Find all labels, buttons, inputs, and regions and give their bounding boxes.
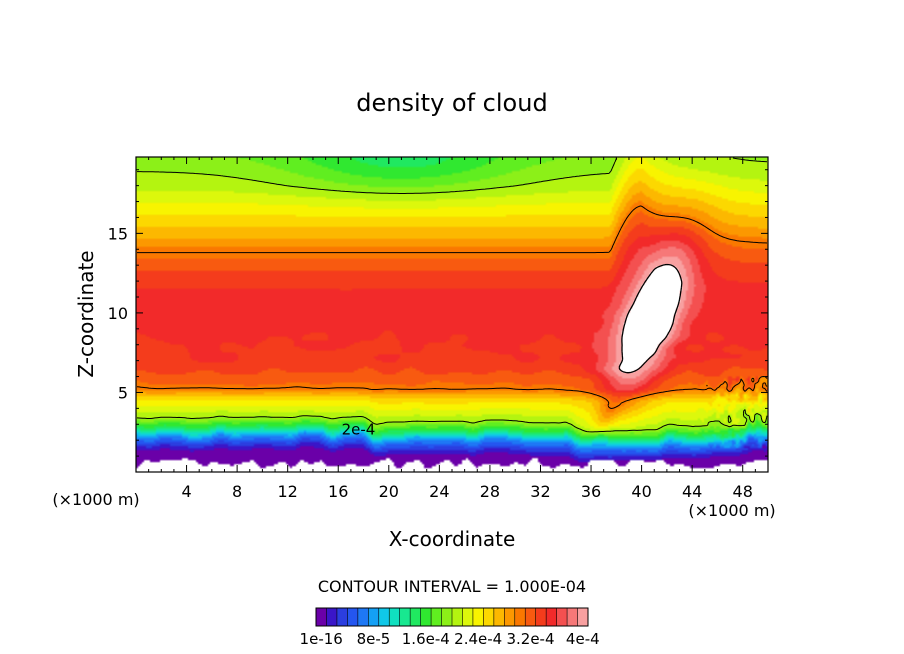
colorbar-swatch [410, 608, 422, 626]
colorbar-swatch [567, 608, 578, 626]
colorbar-swatch [493, 608, 505, 626]
x-tick-label: 4 [181, 482, 191, 501]
x-tick-label: 40 [631, 482, 651, 501]
colorbar-swatch [441, 608, 453, 626]
colorbar-swatch [357, 608, 369, 626]
x-tick-label: 28 [480, 482, 500, 501]
x-axis-ticks: 4 8 12 16 20 24 28 32 36 40 44 48 [148, 157, 756, 501]
colorbar-swatch [546, 608, 558, 626]
colorbar-swatch [483, 608, 495, 626]
colorbar-label: 3.2e-4 [506, 630, 554, 648]
colorbar-swatch [577, 608, 589, 626]
x-tick-label: 24 [429, 482, 449, 501]
colorbar-swatch [556, 608, 568, 626]
x-tick-label: 12 [278, 482, 298, 501]
colorbar-swatch [431, 608, 442, 626]
x-unit-label-left: (×1000 m) [52, 490, 139, 509]
y-tick-label: 10 [108, 304, 128, 323]
x-tick-label: 44 [682, 482, 702, 501]
colorbar-swatch [514, 608, 526, 626]
colorbar-swatch [420, 608, 432, 626]
colorbar [315, 607, 589, 627]
x-unit-label-right: (×1000 m) [688, 501, 775, 520]
contour-label: 2e-4 [342, 421, 376, 439]
x-tick-label: 8 [232, 482, 242, 501]
colorbar-label: 4e-4 [566, 630, 600, 648]
contour-labels: 2e-4 [342, 421, 376, 439]
colorbar-swatch [504, 608, 516, 626]
colorbar-swatch [347, 608, 359, 626]
contour-line [136, 205, 768, 409]
colorbar-swatch [368, 608, 380, 626]
y-tick-label: 5 [118, 383, 128, 402]
colorbar-swatch [525, 608, 537, 626]
colorbar-swatch [452, 608, 463, 626]
x-tick-label: 36 [581, 482, 601, 501]
colorbar-label: 2.4e-4 [454, 630, 502, 648]
y-tick-label: 15 [108, 224, 128, 243]
contour-interval-text: CONTOUR INTERVAL = 1.000E-04 [318, 577, 586, 596]
colorbar-swatch [326, 608, 338, 626]
x-tick-label: 16 [328, 482, 348, 501]
colorbar-swatch [378, 608, 390, 626]
colorbar-frame [315, 607, 589, 627]
chart-title: density of cloud [356, 89, 547, 117]
colorbar-swatch [389, 608, 401, 626]
colorbar-labels: 1e-16 8e-5 1.6e-4 2.4e-4 3.2e-4 4e-4 [300, 630, 600, 648]
colorbar-swatch [399, 608, 411, 626]
x-tick-label: 48 [733, 482, 753, 501]
colorbar-swatch [462, 608, 474, 626]
x-axis-label: X-coordinate [389, 527, 516, 551]
contour-line-peak [618, 263, 683, 374]
colorbar-swatch [316, 608, 327, 626]
colorbar-label: 1e-16 [300, 630, 343, 648]
colorbar-label: 1.6e-4 [402, 630, 450, 648]
colorbar-swatch [336, 608, 348, 626]
x-tick-label: 32 [530, 482, 550, 501]
colorbar-swatch [535, 608, 547, 626]
y-axis-label: Z-coordinate [74, 250, 98, 377]
y-axis-ticks: 5 10 15 [108, 169, 768, 457]
density-field [136, 157, 768, 472]
x-tick-label: 20 [379, 482, 399, 501]
colorbar-swatch [472, 608, 484, 626]
colorbar-label: 8e-5 [357, 630, 391, 648]
plot-area [136, 157, 768, 472]
